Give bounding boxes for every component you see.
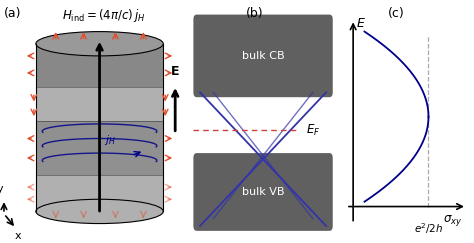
- Polygon shape: [36, 122, 163, 175]
- Text: bulk VB: bulk VB: [242, 187, 284, 197]
- Text: (a): (a): [4, 7, 21, 20]
- Polygon shape: [36, 44, 163, 211]
- FancyBboxPatch shape: [193, 153, 333, 231]
- Text: y: y: [0, 184, 3, 194]
- Text: (b): (b): [246, 7, 264, 20]
- Text: $\mathbf{E}$: $\mathbf{E}$: [170, 65, 180, 78]
- Text: (c): (c): [387, 7, 404, 20]
- Text: $E$: $E$: [356, 17, 366, 30]
- Text: x: x: [15, 231, 21, 241]
- Text: bulk CB: bulk CB: [242, 51, 284, 61]
- Text: $j_H$: $j_H$: [103, 133, 116, 147]
- Text: $\sigma_{xy}$: $\sigma_{xy}$: [443, 213, 462, 228]
- Text: $e^2/2h$: $e^2/2h$: [414, 221, 443, 236]
- FancyBboxPatch shape: [193, 15, 333, 97]
- Ellipse shape: [36, 199, 163, 224]
- Text: $E_F$: $E_F$: [306, 122, 320, 138]
- Ellipse shape: [36, 32, 163, 56]
- Text: $H_\mathrm{ind} = (4\pi/c)\, j_H$: $H_\mathrm{ind} = (4\pi/c)\, j_H$: [62, 7, 146, 24]
- Polygon shape: [36, 44, 163, 87]
